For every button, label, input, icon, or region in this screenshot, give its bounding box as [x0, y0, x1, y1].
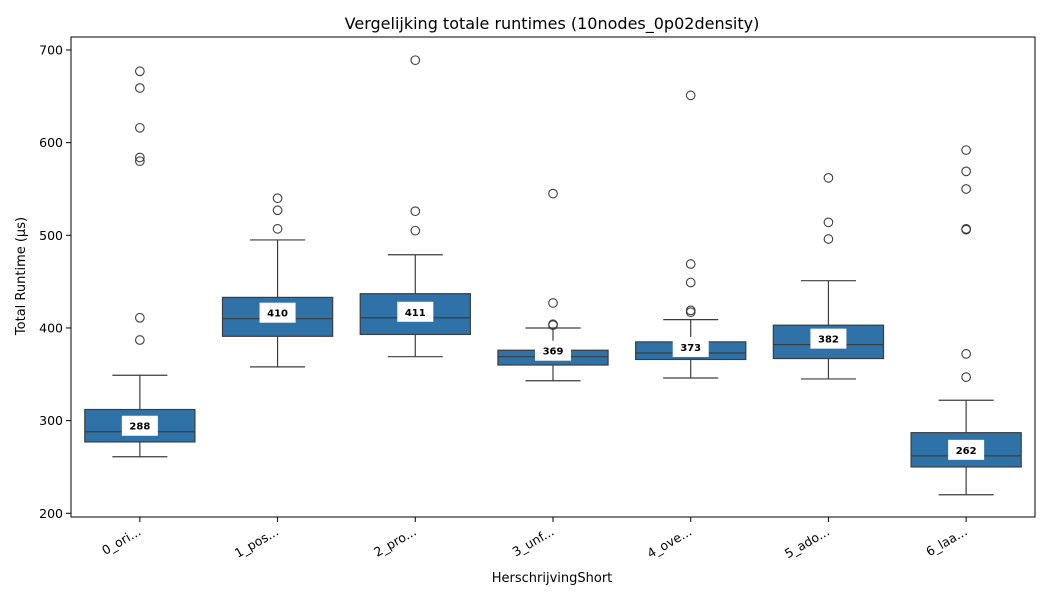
- outlier-point: [685, 277, 696, 288]
- outlier-point: [135, 152, 145, 163]
- outlier-point: [410, 225, 421, 236]
- y-tick-label: 700: [39, 42, 63, 57]
- y-tick-label: 600: [39, 135, 63, 150]
- outlier-point: [961, 145, 971, 155]
- outlier-point: [135, 156, 145, 167]
- outlier-point: [823, 217, 834, 228]
- median-label-background: [810, 328, 847, 349]
- median-label: 373: [680, 343, 701, 354]
- outlier-point: [823, 234, 834, 244]
- chart-title: Vergelijking totale runtimes (10nodes_0p…: [345, 14, 760, 34]
- median-label: 369: [543, 347, 564, 358]
- median-label-background: [535, 340, 571, 361]
- x-tick-label: 3_unf...: [510, 524, 557, 560]
- outlier-point: [961, 372, 971, 382]
- plot-area: 200 300 400 500 600 700 288 0_ori... 410 1_pos...…: [39, 36, 1036, 562]
- outlier-point: [685, 307, 696, 318]
- y-axis-label: Total Runtime (µs): [14, 217, 29, 336]
- x-tick-label: 0_ori...: [99, 524, 143, 558]
- median-label-background: [948, 439, 985, 460]
- outlier-point: [135, 312, 145, 323]
- outlier-point: [685, 305, 696, 316]
- x-tick-label: 4_ove...: [644, 524, 694, 561]
- x-tick-label: 6_laa...: [923, 524, 969, 559]
- outlier-point: [823, 172, 834, 183]
- outlier-point: [272, 223, 283, 234]
- outlier-point: [685, 259, 696, 269]
- outlier-point: [272, 205, 283, 216]
- y-tick-label: 400: [39, 320, 63, 335]
- median-label-background: [397, 301, 434, 322]
- outlier-point: [548, 188, 558, 199]
- median-label: 410: [267, 309, 288, 320]
- outlier-point: [272, 193, 283, 204]
- x-tick-label: 2_pro...: [371, 524, 419, 560]
- y-tick-label: 300: [39, 413, 63, 428]
- median-label: 411: [405, 308, 426, 319]
- median-label: 382: [818, 335, 839, 346]
- outlier-point: [548, 298, 558, 308]
- median-label: 288: [129, 422, 150, 433]
- x-tick-label: 5_ado...: [782, 524, 832, 562]
- outlier-point: [135, 83, 145, 93]
- outlier-point: [548, 319, 558, 330]
- outlier-point: [135, 66, 145, 77]
- outlier-point: [685, 90, 696, 101]
- outlier-point: [410, 206, 421, 217]
- outlier-point: [961, 184, 971, 194]
- outlier-point: [961, 223, 971, 234]
- median-label-background: [259, 302, 296, 323]
- outlier-point: [410, 55, 421, 66]
- median-label-background: [672, 336, 709, 357]
- y-tick-label: 200: [39, 506, 63, 521]
- median-label: 262: [956, 446, 977, 457]
- outlier-point: [961, 166, 971, 177]
- y-tick-label: 500: [39, 228, 63, 243]
- outlier-point: [135, 335, 145, 345]
- x-axis-label: HerschrijvingShort: [492, 571, 613, 586]
- x-tick-label: 1_pos...: [232, 524, 281, 561]
- outlier-point: [135, 122, 145, 133]
- plot-frame: [70, 36, 1036, 518]
- median-label-background: [121, 415, 158, 436]
- outlier-point: [961, 349, 971, 359]
